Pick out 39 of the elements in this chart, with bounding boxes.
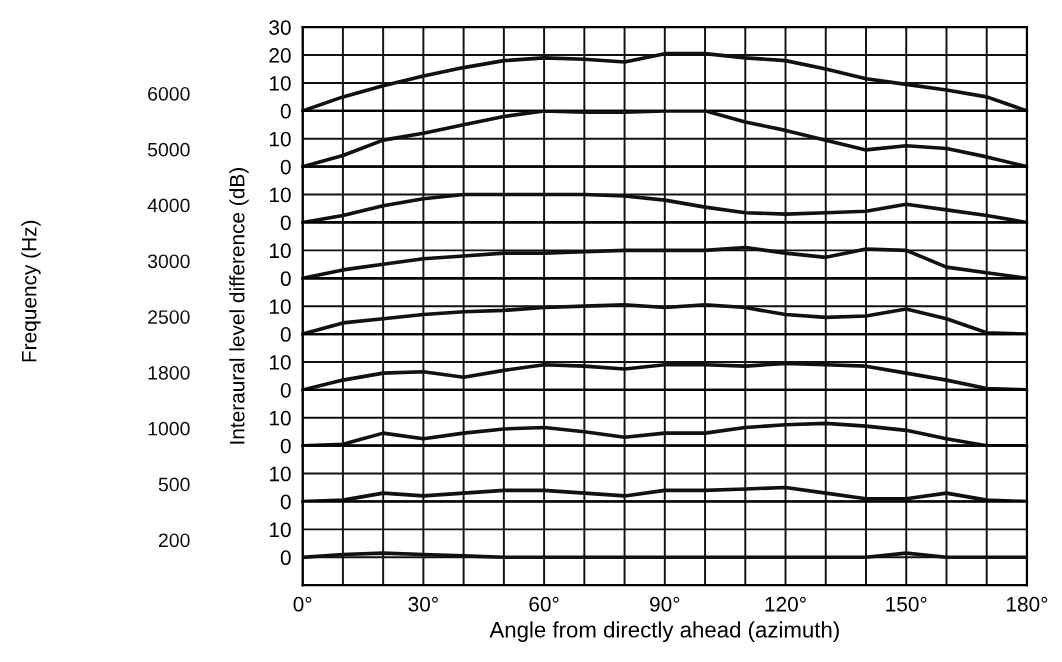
y-tick-label: 10 <box>269 187 291 203</box>
y-tick-label: 0 <box>280 382 291 398</box>
y-tick-label: 0 <box>280 103 291 119</box>
y-tick-label: 10 <box>269 131 291 147</box>
y-tick-label: 10 <box>269 410 291 426</box>
text: 200 <box>158 533 190 548</box>
x-tick-label: 120° <box>765 596 806 612</box>
x-tick-label: 180° <box>1007 596 1048 612</box>
text: 5000 <box>147 142 190 157</box>
y-axis-title: Interaural level difference (dB) <box>229 168 249 444</box>
y-tick-label: 0 <box>280 159 291 175</box>
x-tick-label: 150° <box>886 596 927 612</box>
y-tick-label: 0 <box>280 550 291 566</box>
y-tick-label: 10 <box>269 522 291 538</box>
y-tick-label: 0 <box>280 494 291 510</box>
y-tick-label: 10 <box>269 354 291 370</box>
x-axis-title: Angle from directly ahead (azimuth) <box>489 621 839 643</box>
text: Frequency (Hz) <box>21 220 41 362</box>
y-tick-label: 10 <box>269 75 291 91</box>
y-tick-label: 10 <box>269 243 291 259</box>
text: 3000 <box>147 254 190 269</box>
y-tick-label: 10 <box>269 466 291 482</box>
y-tick-label: 10 <box>269 299 291 314</box>
x-tick-label: 60° <box>529 596 559 612</box>
y-tick-label: 30 <box>269 20 291 35</box>
y-tick-label: 0 <box>280 327 291 342</box>
text: 500 <box>158 477 190 492</box>
text: 2500 <box>148 310 190 324</box>
y-tick-label: 20 <box>269 48 291 63</box>
x-tick-label: 90° <box>650 596 680 612</box>
y-tick-label: 0 <box>280 271 291 287</box>
x-tick-label: 0° <box>293 596 312 612</box>
text: 1000 <box>148 421 190 436</box>
text: 6000 <box>148 86 190 101</box>
x-tick-label: 30° <box>408 596 438 612</box>
text: 1800 <box>148 365 190 380</box>
y-tick-label: 0 <box>280 438 291 454</box>
y-tick-label: 0 <box>280 215 291 231</box>
text: 4000 <box>147 198 190 213</box>
